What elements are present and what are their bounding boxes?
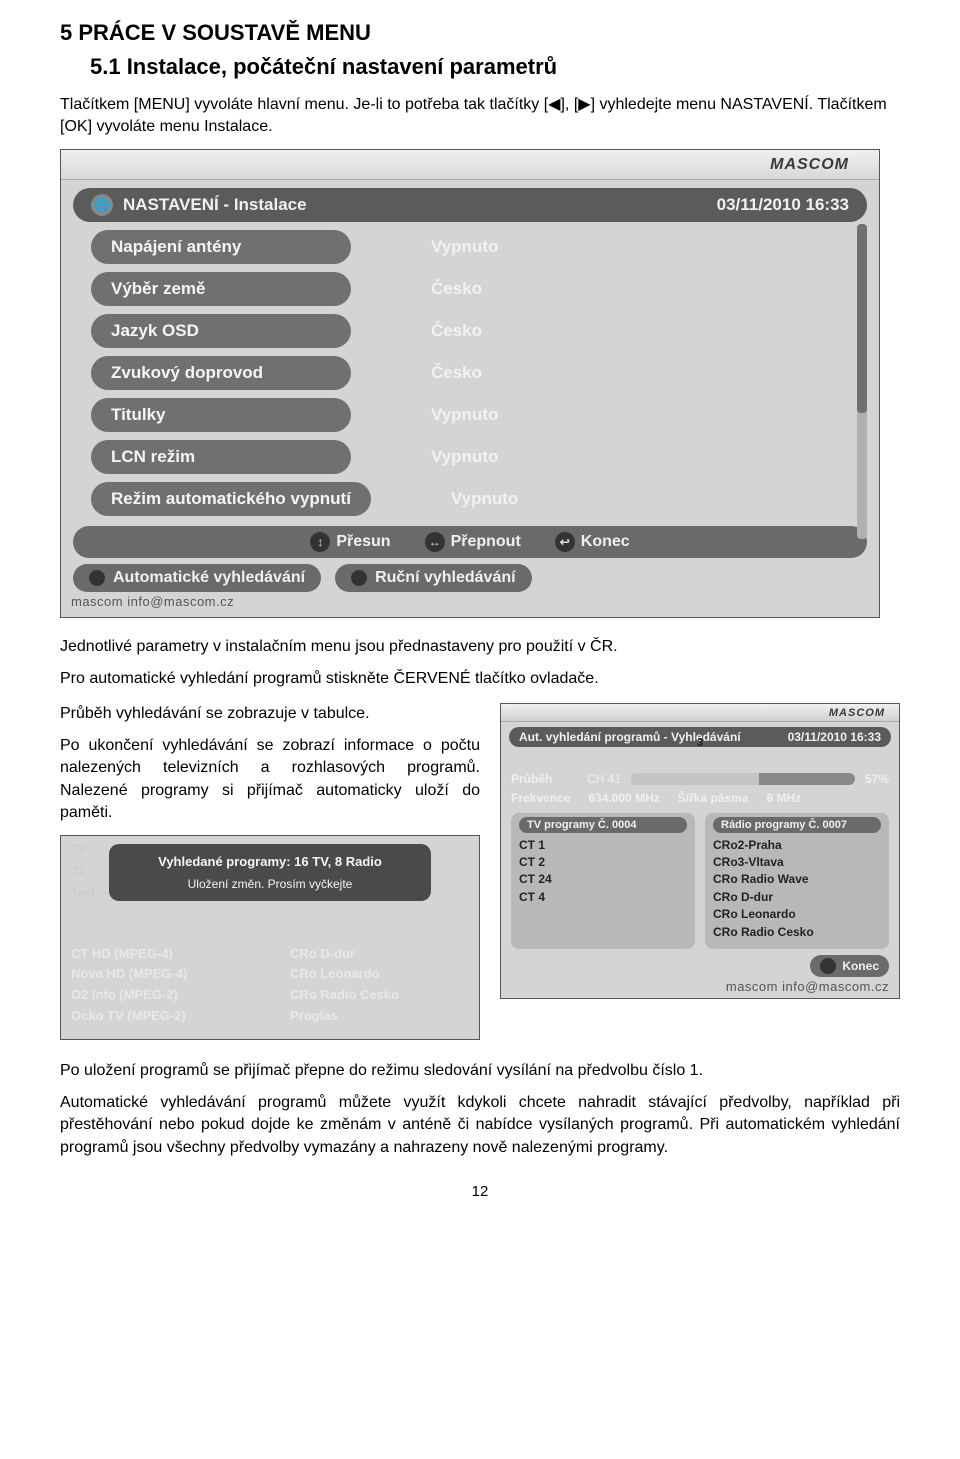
menu-row[interactable]: Titulky Vypnuto [91,398,839,432]
tv-panel: TV programy Č. 0004 CT 1CT 2CT 24CT 4 [511,813,695,949]
mid-para-3: Průběh vyhledávání se zobrazuje v tabulc… [60,703,480,725]
list-item: CT 1 [519,837,687,854]
radio-panel-title: Rádio programy Č. 0007 [713,817,881,833]
scan-logo: MASCOM [501,704,899,722]
list-item: CT 24 [519,871,687,888]
ghost-tv: TV [71,842,86,856]
list-item: CT 4 [519,889,687,906]
intro-para: Tlačítkem [MENU] vyvoláte hlavní menu. J… [60,94,900,139]
menu-row-label: Titulky [91,398,351,432]
hint-presun: Přesun [336,533,390,551]
list-item: Proglas [290,1006,469,1027]
menu-row[interactable]: Režim automatického vypnutí Vypnuto [91,482,839,516]
progress-bar [631,773,855,785]
list-item: CRo Radio Wave [713,871,881,888]
scan-center-val: 3 [511,737,889,749]
list-item: CRo3-Vltava [713,854,881,871]
tail-para-2: Automatické vyhledávání programů můžete … [60,1092,900,1159]
hint-bar: ↕ Přesun ↔ Přepnout ↩ Konec [73,526,867,558]
progress-pct: 57% [865,772,889,786]
radio-panel: Rádio programy Č. 0007 CRo2-PrahaCRo3-Vl… [705,813,889,949]
list-item: CRo Leonardo [290,964,469,985]
menu-row-label: Jazyk OSD [91,314,351,348]
progress-label: Průběh [511,772,577,786]
list-item: Ocko TV (MPEG-2) [71,1006,250,1027]
menu-header: 🌐 NASTAVENÍ - Instalace 03/11/2010 16:33 [73,188,867,222]
list-item: O2 Info (MPEG-2) [71,985,250,1006]
menu-row-label: LCN režim [91,440,351,474]
menu-row-value: Česko [431,279,839,299]
scan-dialog: MASCOM Aut. vyhledání programů - Vyhledá… [500,703,900,999]
updown-icon: ↕ [310,532,330,552]
overlay-line2: Uložení změn. Prosím vyčkejte [123,877,417,891]
bottom-actions: Automatické vyhledávání Ruční vyhledáván… [73,564,867,592]
konec-label: Konec [842,959,879,973]
list-item: CRo D-dur [713,889,881,906]
menu-row-label: Napájení antény [91,230,351,264]
tv-panel-title: TV programy Č. 0004 [519,817,687,833]
scrollbar[interactable] [857,224,867,539]
brand-logo: MASCOM [61,150,879,180]
freq-val: 634.000 MHz [588,791,659,805]
manual-search-button[interactable]: Ruční vyhledávání [335,564,532,592]
list-item: CRo2-Praha [713,837,881,854]
mid-para-block: Po ukončení vyhledávání se zobrazí infor… [60,735,480,825]
manual-search-label: Ruční vyhledávání [375,569,516,587]
watermark: mascom info@mascom.cz [71,594,869,609]
menu-row-value: Vypnuto [431,237,839,257]
overlay-line1: Vyhledané programy: 16 TV, 8 Radio [123,854,417,869]
menu-row[interactable]: Zvukový doprovod Česko [91,356,839,390]
red-dot-icon [89,570,105,586]
auto-search-button[interactable]: Automatické vyhledávání [73,564,321,592]
mid-para-2: Pro automatické vyhledání programů stisk… [60,668,900,690]
page-number: 12 [60,1183,900,1200]
menu-row-label: Režim automatického vypnutí [91,482,371,516]
menu-row[interactable]: Napájení antény Vypnuto [91,230,839,264]
menu-row-value: Vypnuto [431,447,839,467]
hint-konec: Konec [581,533,630,551]
freq-label: Frekvence [511,791,570,805]
leftright-icon: ↔ [425,532,445,552]
ghost-z1: Z1 [71,864,85,878]
list-item: CRo Leonardo [713,906,881,923]
menu-row[interactable]: Jazyk OSD Česko [91,314,839,348]
list-item: Nova HD (MPEG-4) [71,964,250,985]
settings-menu: MASCOM 🌐 NASTAVENÍ - Instalace 03/11/201… [60,149,880,618]
menu-row[interactable]: LCN režim Vypnuto [91,440,839,474]
list-item: CRo Radio Cesko [713,924,881,941]
mid-para-1: Jednotlivé parametry v instalačním menu … [60,636,900,658]
bw-val: 8 MHz [766,791,801,805]
menu-header-time: 03/11/2010 16:33 [717,195,849,215]
menu-row[interactable]: Výběr země Česko [91,272,839,306]
scan-watermark: mascom info@mascom.cz [511,979,889,994]
section-title: 5 PRÁCE V SOUSTAVĚ MENU [60,20,900,46]
menu-row-value: Vypnuto [451,489,839,509]
bw-label: Šířka pásma [678,791,749,805]
auto-search-label: Automatické vyhledávání [113,569,305,587]
menu-row-value: Vypnuto [431,405,839,425]
tail-para-1: Po uložení programů se přijímač přepne d… [60,1060,900,1082]
scrollbar-thumb[interactable] [857,224,867,413]
back-icon [820,958,836,974]
list-item: CRo Radio Cesko [290,985,469,1006]
konec-button[interactable]: Konec [810,955,889,977]
progress-fill [631,773,759,785]
green-dot-icon [351,570,367,586]
list-item: CT HD (MPEG-4) [71,944,250,965]
menu-row-label: Výběr země [91,272,351,306]
menu-header-title: NASTAVENÍ - Instalace [123,195,307,215]
progress-channel: CH 41 [587,772,621,786]
back-icon: ↩ [555,532,575,552]
menu-row-value: Česko [431,363,839,383]
saving-overlay: Vyhledané programy: 16 TV, 8 Radio Ulože… [109,844,431,901]
list-item: CT 2 [519,854,687,871]
saving-dialog: TV Z1 Test Vyhledané programy: 16 TV, 8 … [60,835,480,1040]
globe-icon: 🌐 [91,194,113,216]
ghost-test: Test [71,886,95,900]
menu-row-value: Česko [431,321,839,341]
list-item: CRo D-dur [290,944,469,965]
hint-prepnout: Přepnout [451,533,521,551]
subsection-title: 5.1 Instalace, počáteční nastavení param… [90,54,900,80]
menu-row-label: Zvukový doprovod [91,356,351,390]
